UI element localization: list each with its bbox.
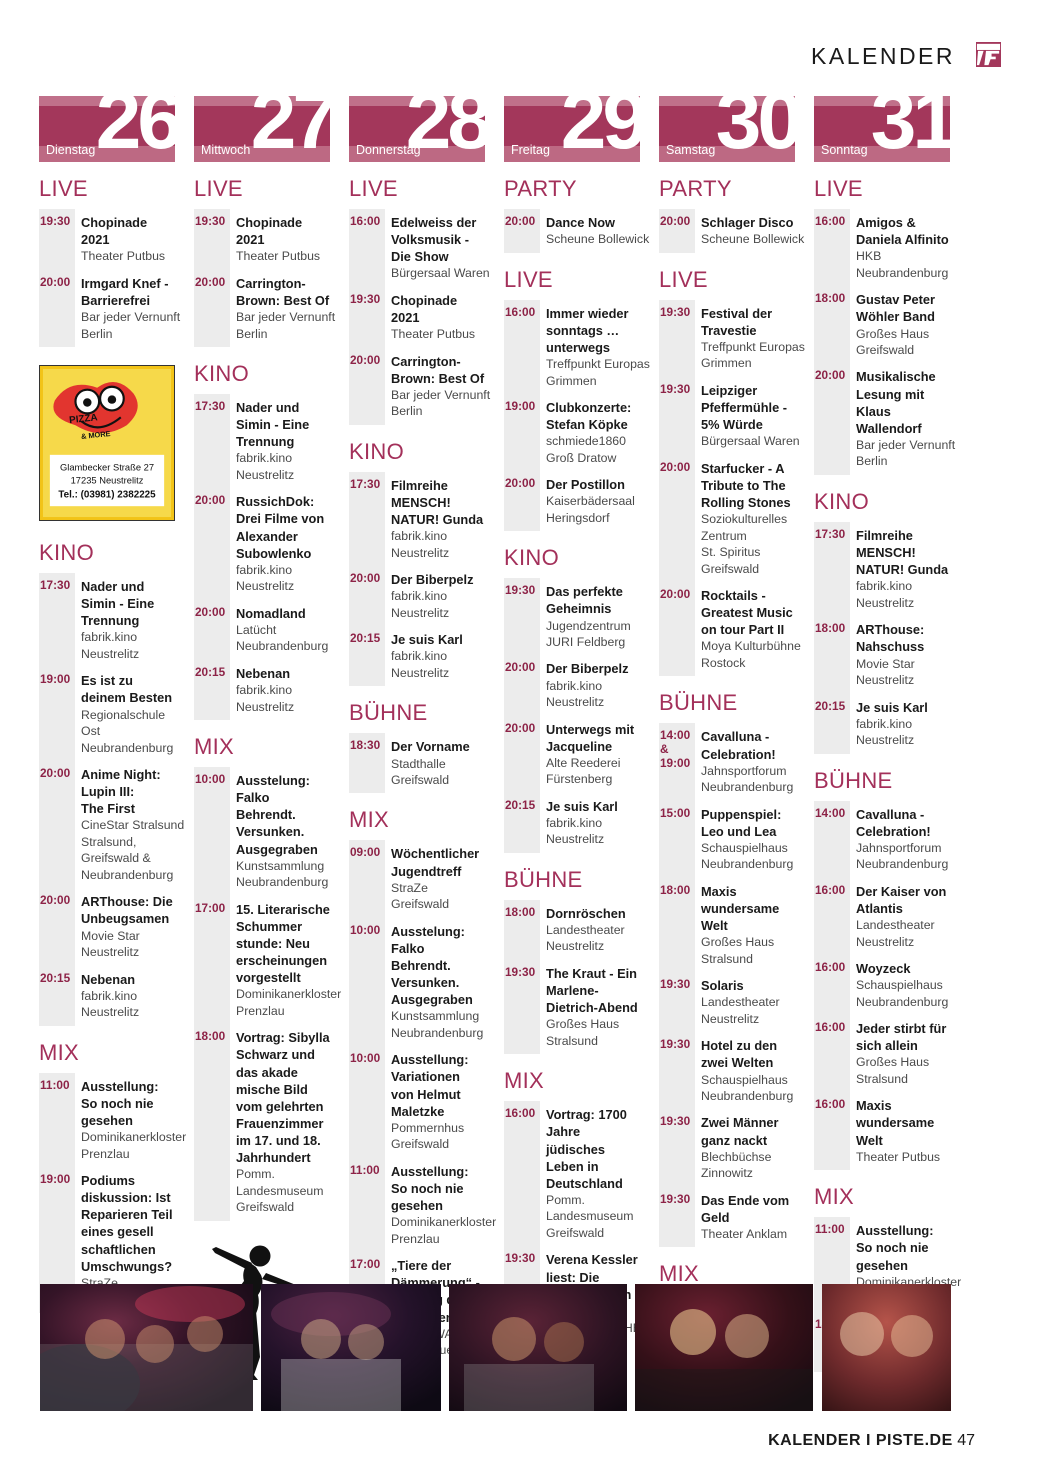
svg-text:Tel.: (03981) 2382225: Tel.: (03981) 2382225 <box>58 489 156 500</box>
svg-text:17235 Neustrelitz: 17235 Neustrelitz <box>71 475 144 485</box>
svg-text:Glambecker Straße 27: Glambecker Straße 27 <box>60 463 154 473</box>
